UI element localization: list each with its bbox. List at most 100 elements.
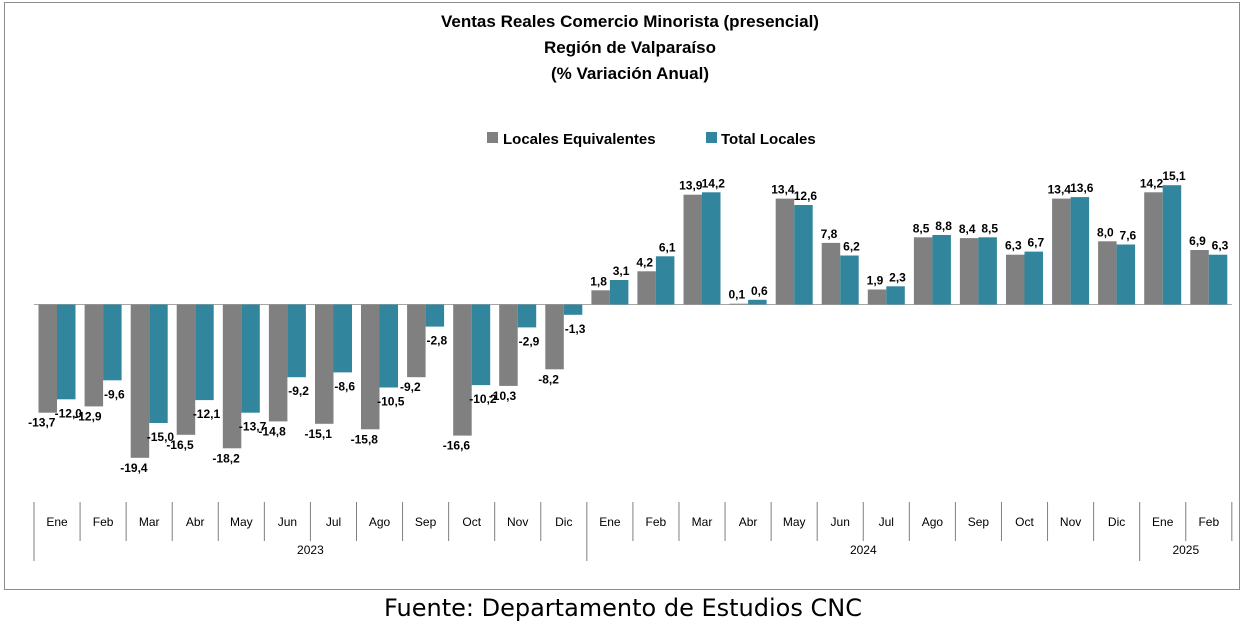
tick-label: Sep (415, 515, 437, 529)
tick-label: Abr (186, 515, 205, 529)
tick-label: Ago (922, 515, 944, 529)
bar-locales-equivalentes (38, 304, 57, 413)
bar-total-locales (609, 280, 629, 305)
bar-total-locales (471, 304, 491, 386)
data-label-locales-equivalentes: 13,4 (1048, 183, 1072, 197)
data-label-locales-equivalentes: -9,2 (400, 380, 421, 394)
data-label-total-locales: 6,7 (1027, 236, 1044, 250)
bar-total-locales (1116, 244, 1136, 305)
bar-locales-equivalentes (1098, 241, 1117, 305)
tick-label: Jul (879, 515, 894, 529)
data-label-total-locales: 8,8 (935, 219, 952, 233)
tick-label: Mar (139, 515, 160, 529)
data-label-total-locales: -2,8 (426, 334, 447, 348)
title-line-2: Región de Valparaíso (544, 38, 716, 57)
bar-locales-equivalentes (913, 237, 933, 305)
chart-frame (4, 2, 1240, 590)
tick-label: Ago (369, 515, 391, 529)
data-label-total-locales: 6,2 (843, 240, 860, 254)
bar-total-locales (103, 304, 122, 381)
bar-locales-equivalentes (130, 304, 150, 458)
legend: Locales Equivalentes Total Locales (487, 131, 816, 148)
bar-total-locales (57, 304, 76, 400)
bar-locales-equivalentes (1190, 250, 1209, 305)
category-axis: Ene Feb Mar Abr May Jun Jul Ago Sep Oct Nov Dic Ene F… (33, 502, 1233, 561)
bar-locales-equivalentes (176, 304, 196, 435)
tick-label: May (783, 515, 806, 529)
bar-locales-equivalentes (545, 304, 564, 370)
bar-total-locales (379, 304, 398, 388)
plot-area: -13,7-12,0-12,9-9,6-19,4-15,0-16,5-12,1-… (28, 169, 1232, 475)
data-label-total-locales: -13,7 (239, 420, 267, 434)
data-label-total-locales: -9,6 (104, 387, 125, 401)
data-label-locales-equivalentes: -15,1 (305, 427, 333, 441)
bar-locales-equivalentes (453, 304, 472, 436)
bar-locales-equivalentes (361, 304, 380, 430)
bar-locales-equivalentes (591, 290, 610, 305)
bar-total-locales (241, 304, 260, 413)
bar-total-locales (1208, 254, 1228, 305)
data-label-total-locales: 8,5 (981, 221, 998, 235)
bar-locales-equivalentes (407, 304, 426, 378)
bar-locales-equivalentes (222, 304, 242, 449)
data-label-locales-equivalentes: -10,3 (489, 389, 517, 403)
tick-label: Mar (692, 515, 713, 529)
data-label-total-locales: -10,2 (469, 392, 497, 406)
bar-total-locales (563, 304, 583, 315)
data-label-total-locales: -9,2 (288, 384, 309, 398)
bar-total-locales (748, 299, 767, 305)
data-label-locales-equivalentes: 4,2 (636, 255, 653, 269)
data-label-locales-equivalentes: 0,1 (728, 288, 745, 302)
data-label-locales-equivalentes: -16,6 (443, 439, 471, 453)
bar-locales-equivalentes (1144, 192, 1163, 305)
tick-label: Feb (1198, 515, 1219, 529)
tick-label: Feb (646, 515, 667, 529)
tick-label: Sep (968, 515, 990, 529)
data-label-locales-equivalentes: 1,9 (867, 274, 884, 288)
data-label-total-locales: -1,3 (565, 322, 586, 336)
data-label-locales-equivalentes: 13,4 (771, 183, 795, 197)
tick-label: Feb (93, 515, 114, 529)
tick-label: May (230, 515, 253, 529)
bar-locales-equivalentes (315, 304, 334, 424)
bar-locales-equivalentes (268, 304, 288, 422)
data-label-total-locales: 3,1 (613, 264, 630, 278)
data-label-locales-equivalentes: -16,5 (166, 438, 194, 452)
bar-total-locales (287, 304, 306, 378)
bar-total-locales (702, 192, 721, 305)
data-label-locales-equivalentes: 8,0 (1097, 225, 1114, 239)
bar-locales-equivalentes (867, 289, 887, 305)
data-label-total-locales: 6,3 (1212, 239, 1229, 253)
bar-locales-equivalentes (499, 304, 518, 386)
tick-label: Nov (507, 515, 528, 529)
tick-label: Abr (739, 515, 758, 529)
bar-locales-equivalentes (84, 304, 104, 407)
data-label-locales-equivalentes: -12,9 (74, 409, 102, 423)
bar-total-locales (978, 237, 997, 305)
data-label-total-locales: 14,2 (702, 176, 726, 190)
bar-locales-equivalentes (683, 194, 702, 305)
data-label-locales-equivalentes: -18,2 (212, 451, 240, 465)
tick-label: Jun (831, 515, 850, 529)
bar-total-locales (149, 304, 168, 423)
bar-total-locales (1070, 197, 1090, 305)
bar-locales-equivalentes (775, 198, 795, 305)
data-label-total-locales: -12,1 (193, 407, 221, 421)
data-label-total-locales: -2,9 (519, 334, 540, 348)
data-label-total-locales: -15,0 (147, 430, 175, 444)
data-label-total-locales: -10,5 (377, 394, 405, 408)
data-label-total-locales: -8,6 (334, 379, 355, 393)
data-label-total-locales: 2,3 (889, 270, 906, 284)
data-label-locales-equivalentes: 6,3 (1005, 239, 1022, 253)
data-label-locales-equivalentes: -14,8 (258, 424, 286, 438)
bar-locales-equivalentes (729, 303, 749, 305)
data-label-total-locales: 15,1 (1162, 169, 1186, 183)
data-label-total-locales: -12,0 (55, 406, 83, 420)
tick-label: Dic (555, 515, 572, 529)
bar-total-locales (794, 205, 813, 305)
data-label-locales-equivalentes: 1,8 (590, 274, 607, 288)
bar-total-locales (333, 304, 352, 373)
bar-total-locales (932, 235, 951, 305)
legend-label-total-locales: Total Locales (721, 131, 816, 148)
